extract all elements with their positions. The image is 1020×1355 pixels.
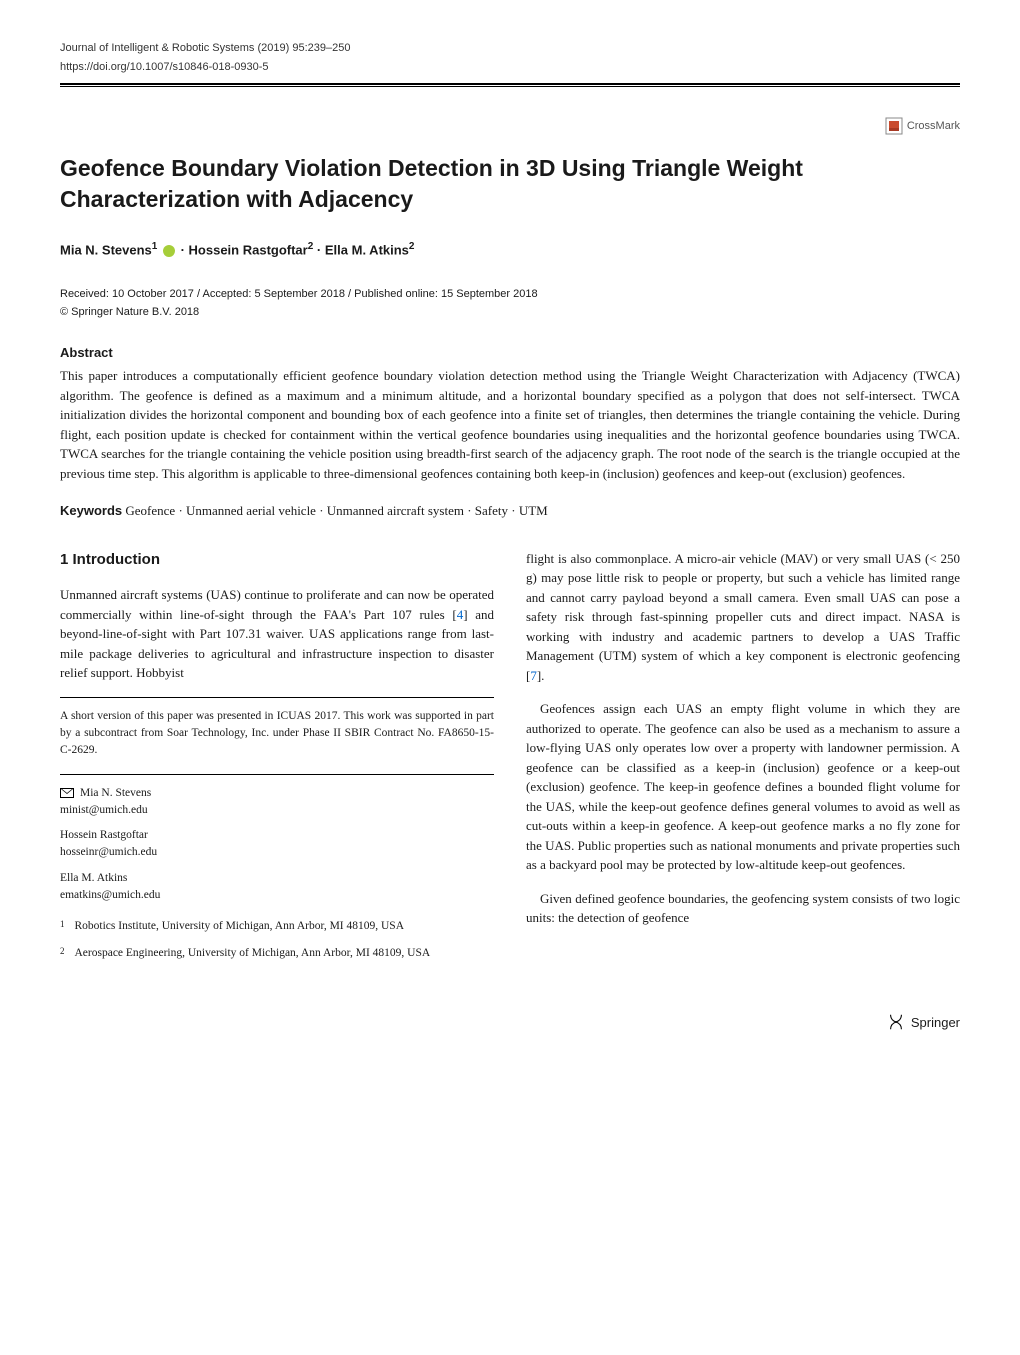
abstract-text: This paper introduces a computationally …	[60, 366, 960, 483]
affil-2-text: Aerospace Engineering, University of Mic…	[75, 945, 431, 962]
keywords: Keywords Geofence · Unmanned aerial vehi…	[60, 501, 960, 521]
corr-author-1: Mia N. Stevens minist@umich.edu	[60, 785, 494, 820]
footnote-rule-1	[60, 697, 494, 698]
section-1-heading: 1 Introduction	[60, 549, 494, 572]
publisher-name: Springer	[911, 1013, 960, 1033]
author-3: Ella M. Atkins	[325, 242, 409, 257]
affil-1-num: 1	[60, 918, 65, 935]
header-rule-thick	[60, 83, 960, 85]
corr-3-email: ematkins@umich.edu	[60, 887, 494, 904]
affil-1-text: Robotics Institute, University of Michig…	[75, 918, 405, 935]
corr-2-name: Hossein Rastgoftar	[60, 827, 494, 844]
doi-link: https://doi.org/10.1007/s10846-018-0930-…	[60, 59, 960, 76]
author-2-affil: 2	[308, 241, 314, 252]
header-rule-thin	[60, 86, 960, 87]
author-2: Hossein Rastgoftar	[189, 242, 308, 257]
funding-note: A short version of this paper was presen…	[60, 708, 494, 760]
keywords-text: Geofence · Unmanned aerial vehicle · Unm…	[122, 503, 548, 518]
affil-2-num: 2	[60, 945, 65, 962]
author-sep: ·	[317, 242, 325, 257]
springer-icon	[887, 1013, 905, 1031]
journal-citation: Journal of Intelligent & Robotic Systems…	[60, 40, 350, 57]
affiliations: 1 Robotics Institute, University of Mich…	[60, 918, 494, 963]
crossmark-icon	[885, 117, 903, 135]
abstract-heading: Abstract	[60, 343, 960, 363]
envelope-icon	[60, 788, 74, 798]
crossmark-label: CrossMark	[907, 118, 960, 135]
author-1-affil: 1	[152, 241, 158, 252]
intro-para-3: Given defined geofence boundaries, the g…	[526, 889, 960, 928]
correspondence-block: Mia N. Stevens minist@umich.edu Hossein …	[60, 785, 494, 905]
corr-1-name: Mia N. Stevens	[80, 785, 151, 802]
author-sep: ·	[181, 242, 189, 257]
crossmark-badge: CrossMark	[60, 117, 960, 135]
affiliation-1: 1 Robotics Institute, University of Mich…	[60, 918, 494, 935]
intro-para-2: Geofences assign each UAS an empty fligh…	[526, 699, 960, 875]
left-column: 1 Introduction Unmanned aircraft systems…	[60, 549, 494, 973]
corr-author-2: Hossein Rastgoftar hosseinr@umich.edu	[60, 827, 494, 862]
corr-1-email: minist@umich.edu	[60, 802, 494, 819]
orcid-icon	[163, 245, 175, 257]
author-3-affil: 2	[409, 241, 415, 252]
intro-para-1-left: Unmanned aircraft systems (UAS) continue…	[60, 585, 494, 683]
two-column-layout: 1 Introduction Unmanned aircraft systems…	[60, 549, 960, 973]
page-footer: Springer	[60, 1013, 960, 1033]
corr-author-3: Ella M. Atkins ematkins@umich.edu	[60, 870, 494, 905]
copyright: © Springer Nature B.V. 2018	[60, 304, 960, 321]
footnote-rule-2	[60, 774, 494, 775]
corr-3-name: Ella M. Atkins	[60, 870, 494, 887]
corr-2-email: hosseinr@umich.edu	[60, 844, 494, 861]
author-list: Mia N. Stevens1 · Hossein Rastgoftar2 · …	[60, 239, 960, 260]
intro-para-1-right: flight is also commonplace. A micro-air …	[526, 549, 960, 686]
running-header: Journal of Intelligent & Robotic Systems…	[60, 40, 960, 57]
keywords-label: Keywords	[60, 503, 122, 518]
affiliation-2: 2 Aerospace Engineering, University of M…	[60, 945, 494, 962]
publication-dates: Received: 10 October 2017 / Accepted: 5 …	[60, 286, 960, 303]
author-1: Mia N. Stevens	[60, 242, 152, 257]
right-column: flight is also commonplace. A micro-air …	[526, 549, 960, 973]
paper-title: Geofence Boundary Violation Detection in…	[60, 153, 960, 215]
